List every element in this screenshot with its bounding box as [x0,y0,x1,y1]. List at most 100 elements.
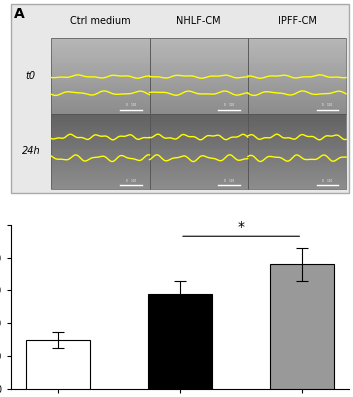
Bar [150,134,248,136]
Text: 0    100: 0 100 [224,103,234,107]
Bar [150,121,248,123]
Bar [248,57,346,59]
Bar [248,98,346,100]
Bar [51,129,150,131]
Bar [248,85,346,87]
Bar [51,166,150,168]
Bar [248,112,346,114]
Bar [51,55,150,57]
Bar [51,150,150,151]
Bar [51,79,150,81]
Bar [150,146,248,148]
Bar [150,100,248,102]
Bar [150,116,248,118]
Bar [51,136,150,138]
Bar [150,157,248,159]
Bar [248,181,346,183]
Bar [51,87,150,89]
Bar [150,55,248,57]
Bar [150,187,248,189]
Bar [248,163,346,165]
Bar [51,185,150,187]
Bar [248,44,346,46]
Bar [150,53,248,55]
Bar [150,66,248,68]
Bar [150,46,248,47]
Bar [150,118,248,119]
Bar [51,155,150,157]
Bar [51,51,150,53]
Bar [248,47,346,49]
Bar [51,104,150,106]
Bar [150,183,248,185]
Bar [150,136,248,138]
Bar [51,133,150,134]
Bar [150,174,248,176]
Bar [51,163,150,165]
Bar [150,153,248,155]
Bar [150,79,248,81]
Bar [150,119,248,121]
Bar [248,118,346,119]
Bar [150,85,248,87]
Bar [248,142,346,144]
Bar [51,74,150,76]
Bar [248,59,346,61]
Bar [150,57,248,59]
Text: 0    100: 0 100 [322,179,333,183]
Bar [150,170,248,172]
Bar [51,114,150,116]
Bar [51,94,150,96]
Bar [51,78,150,79]
Bar [150,114,248,116]
Bar [51,181,150,183]
Bar [248,155,346,157]
Bar [51,102,150,104]
Bar [248,76,346,78]
Bar [150,178,248,180]
Bar [150,114,248,189]
Bar [150,63,248,64]
Bar [248,146,346,148]
Bar [150,44,248,46]
Bar [51,165,150,166]
Bar [248,66,346,68]
Bar [150,108,248,110]
Bar [248,61,346,63]
Bar [51,61,150,63]
Bar [150,176,248,178]
Bar [51,134,150,136]
Bar [248,68,346,70]
Bar [150,94,248,96]
Bar [248,89,346,91]
Bar [150,180,248,181]
Bar [150,61,248,63]
Bar [150,106,248,108]
Bar [248,166,346,168]
Bar [248,140,346,142]
Text: *: * [238,220,245,234]
Bar [248,55,346,57]
Bar [150,165,248,166]
Bar [51,38,150,114]
Bar [248,183,346,185]
Bar [51,140,150,142]
Bar [150,161,248,163]
Bar [150,129,248,131]
Bar [248,53,346,55]
Bar [51,53,150,55]
Bar [51,125,150,127]
Bar [51,68,150,70]
Bar [248,64,346,66]
Bar [150,155,248,157]
Bar [248,93,346,94]
Bar [248,127,346,129]
Bar [150,112,248,114]
Bar [248,38,346,114]
Bar [248,104,346,106]
Bar [248,170,346,172]
Bar [150,148,248,150]
Bar [150,74,248,76]
Bar [248,49,346,51]
Bar [51,38,150,40]
